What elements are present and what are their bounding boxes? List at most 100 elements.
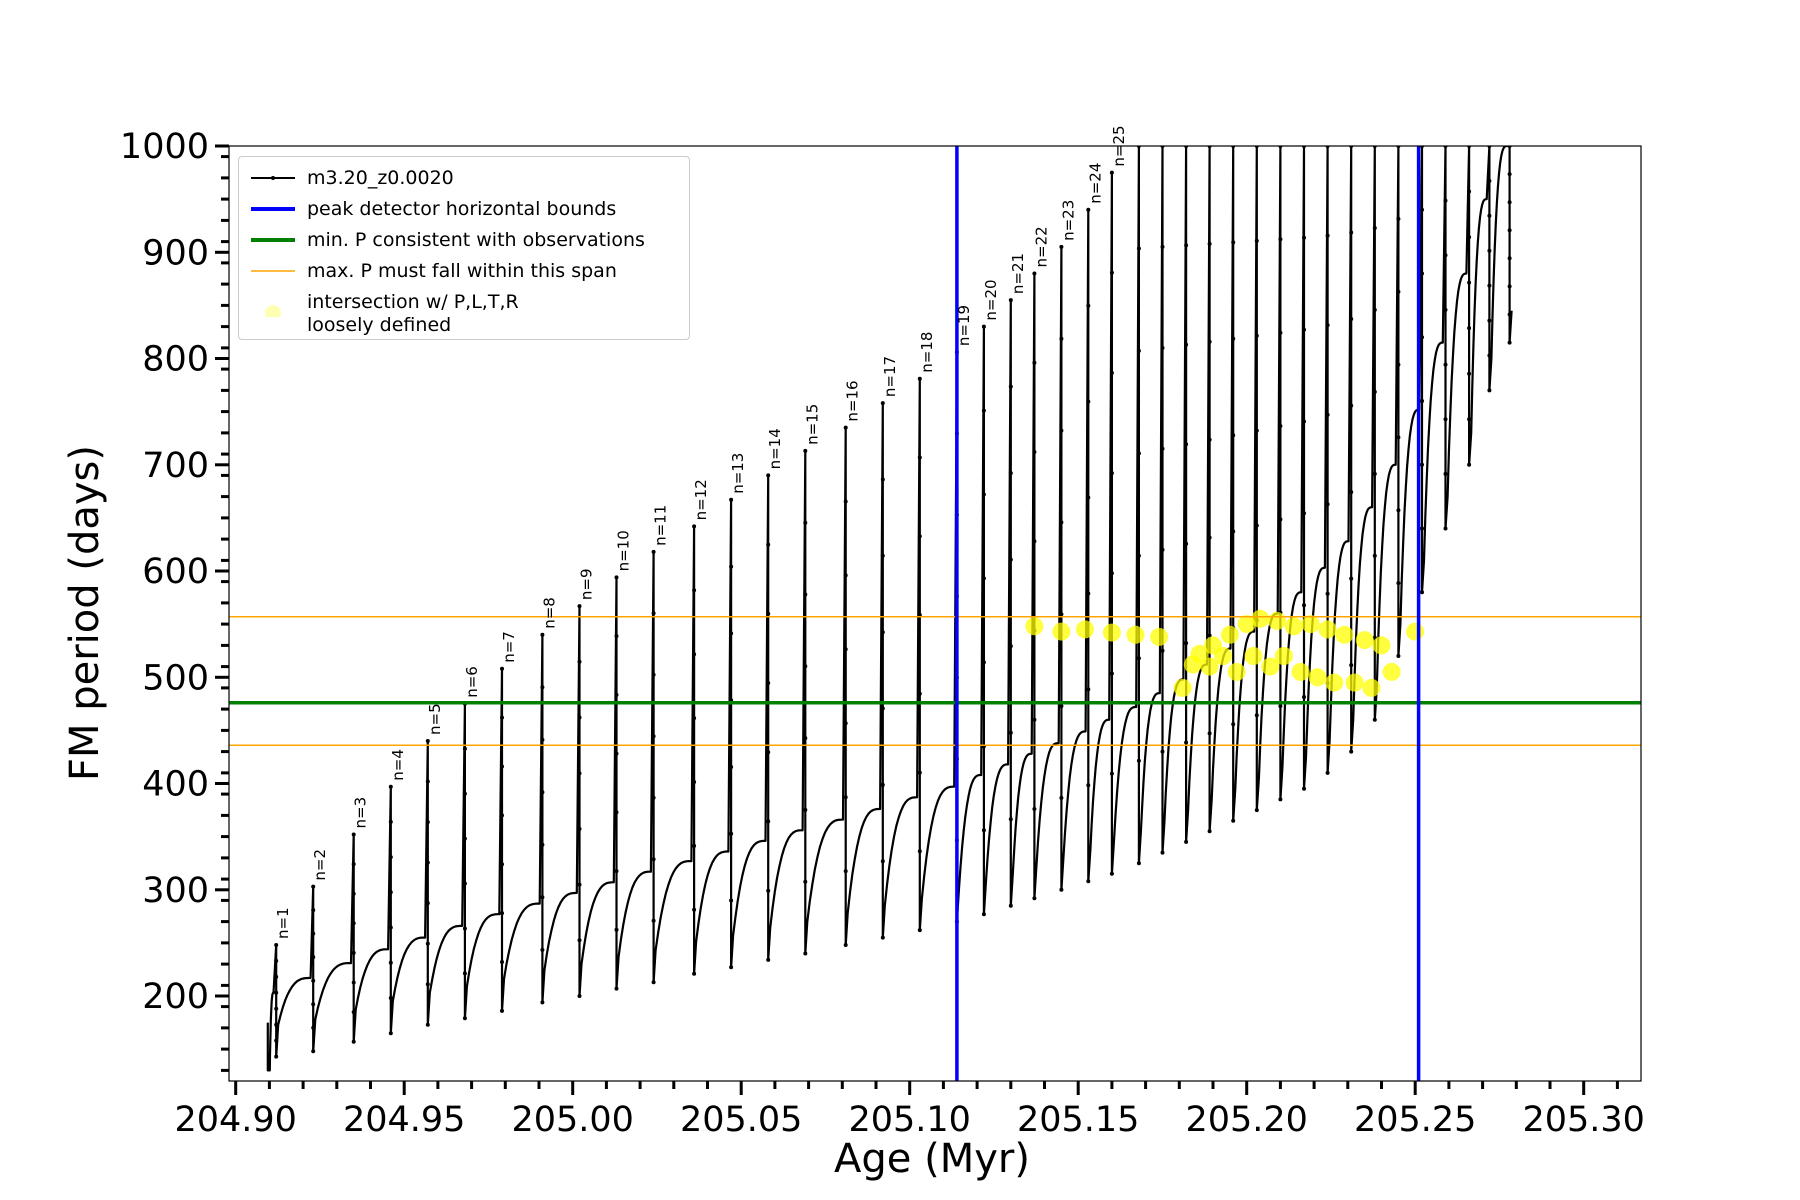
series-point (917, 376, 922, 381)
series-point (614, 927, 619, 932)
pulse-label: n=4 (389, 749, 407, 781)
series-point (577, 771, 582, 776)
series-point (803, 951, 808, 956)
series-point (1136, 758, 1141, 763)
pulse-label: n=9 (578, 568, 596, 600)
intersection-point (1126, 625, 1145, 644)
x-tick-label: 204.90 (174, 1100, 296, 1140)
series-point (1184, 342, 1189, 347)
pulse-label: n=20 (982, 279, 1000, 320)
series-point (614, 810, 619, 815)
series-point (311, 978, 316, 983)
series-point (1325, 412, 1330, 417)
y-tick-label: 800 (142, 340, 209, 380)
series-point (1032, 807, 1037, 811)
legend-item-peak-bounds: peak detector horizontal bounds (239, 194, 689, 224)
series-point (351, 980, 356, 985)
series-point (1278, 237, 1283, 242)
series-point (1396, 289, 1401, 294)
series-point (462, 926, 467, 931)
pulse-label: n=21 (1009, 253, 1027, 294)
series-point (1372, 717, 1377, 722)
x-tick-label: 205.00 (511, 1100, 633, 1140)
series-point (462, 791, 467, 796)
series-point (1254, 333, 1259, 338)
series-point (1207, 535, 1212, 540)
series-point (1207, 829, 1212, 834)
series-point (425, 820, 430, 825)
series-point (1008, 817, 1013, 822)
series-point (351, 1039, 356, 1044)
series-point (1349, 403, 1354, 408)
series-point (880, 477, 885, 482)
series-point (1160, 749, 1165, 754)
series-point (692, 780, 697, 784)
series-point (981, 912, 986, 917)
series-point (1443, 198, 1448, 203)
series-point (843, 721, 848, 726)
series-point (880, 859, 885, 864)
series-point (692, 524, 697, 529)
series-point (1487, 388, 1492, 393)
legend-item-min-p: min. P consistent with observations (239, 225, 689, 255)
intersection-point (1173, 678, 1192, 697)
series-point (1443, 253, 1448, 258)
series-point (1059, 795, 1064, 800)
series-point (1207, 731, 1212, 736)
series-point (1487, 283, 1492, 288)
x-tick-label: 204.95 (343, 1100, 465, 1140)
series-point (1302, 327, 1306, 332)
series-point (1254, 428, 1259, 433)
series-point (843, 647, 848, 652)
series-point (1184, 839, 1189, 844)
series-point (1254, 238, 1259, 243)
series-point (311, 1025, 316, 1030)
pulse-label: n=23 (1059, 200, 1077, 241)
legend-item-model: m3.20_z0.0020 (239, 163, 689, 193)
series-point (1160, 648, 1165, 653)
series-point (1372, 553, 1377, 558)
series-point (1231, 240, 1236, 245)
series-point (1008, 644, 1013, 649)
series-point (462, 971, 467, 976)
series-point (1507, 284, 1512, 289)
series-point (274, 974, 279, 979)
series-point (1372, 307, 1377, 312)
intersection-point (1220, 625, 1239, 644)
series-point (311, 1049, 316, 1054)
intersection-point (1261, 657, 1280, 676)
series-point (1467, 280, 1472, 285)
series-point (274, 1006, 279, 1011)
series-point (1372, 471, 1377, 476)
series-point (425, 941, 430, 946)
series-point (462, 1016, 467, 1021)
series-point (880, 935, 885, 940)
series-point (540, 737, 545, 742)
series-point (1396, 581, 1401, 586)
series-point (1487, 353, 1492, 358)
series-point (1487, 213, 1492, 218)
series-point (1136, 451, 1141, 456)
series-point (1507, 312, 1512, 317)
series-point (766, 957, 771, 962)
series-point (692, 971, 697, 976)
x-tick-label: 205.10 (848, 1100, 970, 1140)
series-point (1008, 903, 1013, 908)
series-point (1302, 419, 1306, 424)
series-point (1302, 695, 1306, 699)
series-point (1008, 557, 1013, 562)
series-point (1349, 490, 1354, 495)
series-point (1231, 818, 1236, 823)
series-point (1372, 389, 1377, 394)
series-point (729, 898, 734, 903)
intersection-point (1200, 657, 1219, 676)
series-point (981, 660, 986, 665)
series-point (577, 938, 582, 943)
series-point (1109, 170, 1114, 175)
legend-label-max-p: max. P must fall within this span (307, 260, 617, 282)
series-point (577, 659, 582, 664)
y-tick-label: 1000 (120, 127, 209, 167)
series-point (1487, 178, 1492, 183)
series-point (729, 631, 734, 636)
series-point (917, 928, 922, 933)
